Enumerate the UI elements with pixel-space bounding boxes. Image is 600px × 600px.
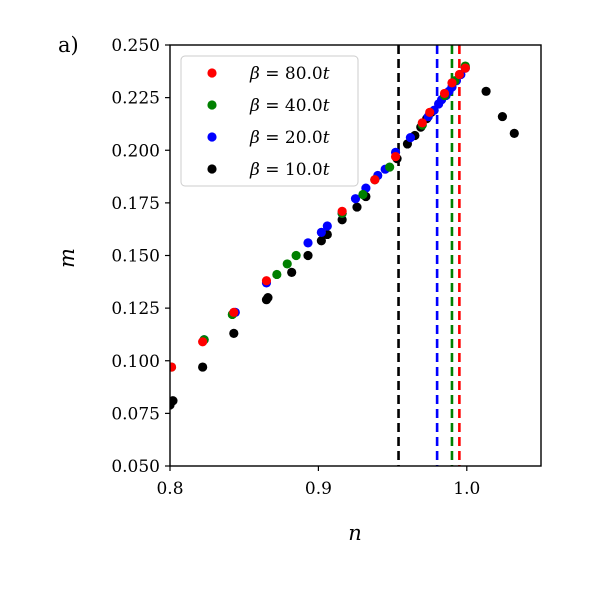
y-tick-label: 0.125	[111, 299, 160, 319]
point-series-0-8	[425, 107, 435, 117]
legend-marker-0	[207, 68, 217, 78]
legend-label-2: β = 20.0t	[249, 128, 330, 148]
threshold-lines	[397, 45, 461, 466]
point-series-2-8	[350, 194, 361, 204]
point-series-2-4	[303, 238, 313, 248]
point-series-0-12	[460, 63, 470, 73]
legend-label-0: β = 80.0t	[249, 64, 330, 84]
point-series-3-1	[170, 396, 178, 406]
y-tick-label: 0.225	[111, 89, 160, 109]
point-series-0-5	[370, 175, 380, 185]
y-tick-label: 0.050	[111, 457, 160, 477]
point-series-0-0	[170, 362, 177, 372]
point-series-3-3	[229, 328, 239, 338]
point-series-1-3	[272, 269, 282, 280]
legend: β = 80.0t β = 40.0t β = 20.0t β = 10.0t	[180, 55, 359, 187]
y-axis-ticks: 0.050 0.075 0.100 0.125 0.150 0.175 0.200 0.225…	[111, 36, 170, 477]
legend-marker-3	[207, 164, 217, 174]
point-series-3-8	[316, 236, 326, 246]
point-series-3-19	[481, 86, 491, 96]
point-series-1-5	[291, 250, 301, 261]
x-axis-ticks: 0.8 0.9 1.0	[156, 466, 480, 499]
point-series-1-4	[282, 259, 292, 269]
point-series-3-7	[303, 250, 313, 261]
point-series-0-7	[417, 118, 427, 128]
x-tick-label: 0.9	[305, 479, 332, 499]
point-series-3-21	[509, 128, 519, 139]
point-series-2-13	[405, 133, 416, 143]
point-series-0-1	[198, 337, 208, 347]
x-axis-label: n	[348, 521, 362, 545]
legend-label-1: β = 40.0t	[249, 96, 330, 116]
point-series-0-11	[454, 69, 464, 80]
point-series-3-5	[263, 293, 273, 303]
data-points	[170, 61, 519, 410]
point-series-3-11	[352, 202, 362, 212]
point-series-2-5	[316, 227, 326, 237]
y-tick-label: 0.100	[111, 352, 160, 372]
point-series-3-20	[497, 111, 508, 122]
legend-marker-2	[207, 132, 217, 142]
panel-label: a)	[58, 33, 79, 57]
legend-label-3: β = 10.0t	[249, 160, 330, 180]
point-series-0-6	[390, 151, 401, 162]
point-series-3-10	[337, 215, 347, 225]
legend-marker-1	[207, 100, 217, 110]
y-tick-label: 0.250	[111, 36, 160, 56]
point-series-1-9	[385, 162, 395, 172]
point-series-0-10	[447, 78, 457, 88]
point-series-3-6	[287, 267, 297, 277]
point-series-3-2	[198, 362, 208, 372]
y-tick-label: 0.200	[111, 141, 160, 161]
point-series-1-7	[358, 189, 368, 200]
point-series-0-9	[439, 88, 450, 99]
point-series-0-3	[261, 276, 272, 286]
y-tick-label: 0.175	[111, 194, 160, 214]
x-tick-label: 0.8	[156, 479, 183, 499]
point-series-2-6	[322, 221, 332, 231]
y-axis-label: m	[55, 248, 79, 268]
point-series-0-2	[229, 307, 239, 317]
x-tick-label: 1.0	[453, 479, 480, 499]
y-tick-label: 0.150	[111, 247, 160, 267]
point-series-0-4	[337, 206, 347, 216]
legend-box	[180, 55, 359, 187]
y-tick-label: 0.075	[111, 404, 160, 424]
